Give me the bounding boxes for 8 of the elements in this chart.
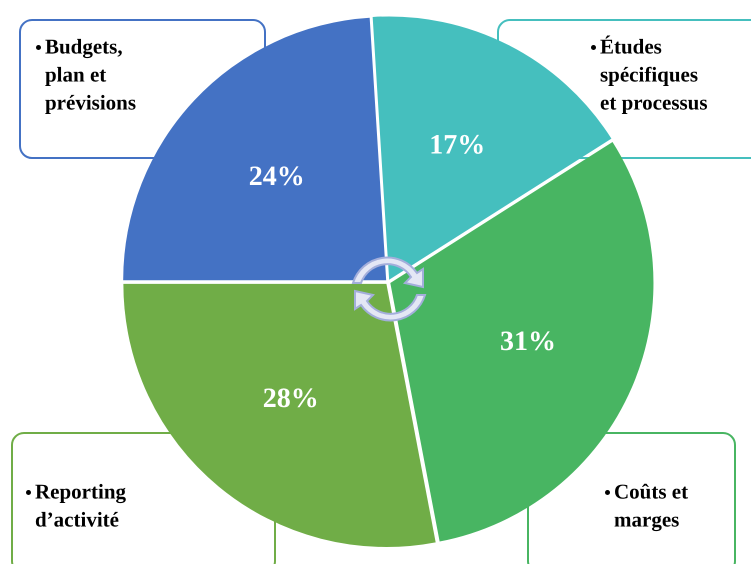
slice-label: Budgets, plan et prévisions [45,34,136,114]
slice-label: Reporting d’activité [35,479,126,532]
data-label: 17% [429,129,486,160]
data-label: 31% [500,326,556,357]
data-label: 28% [262,382,319,414]
slice-label: Coûts et marges [614,479,688,532]
slice-label: Études spécifiques et processus [600,34,708,114]
data-label: 24% [248,160,305,192]
